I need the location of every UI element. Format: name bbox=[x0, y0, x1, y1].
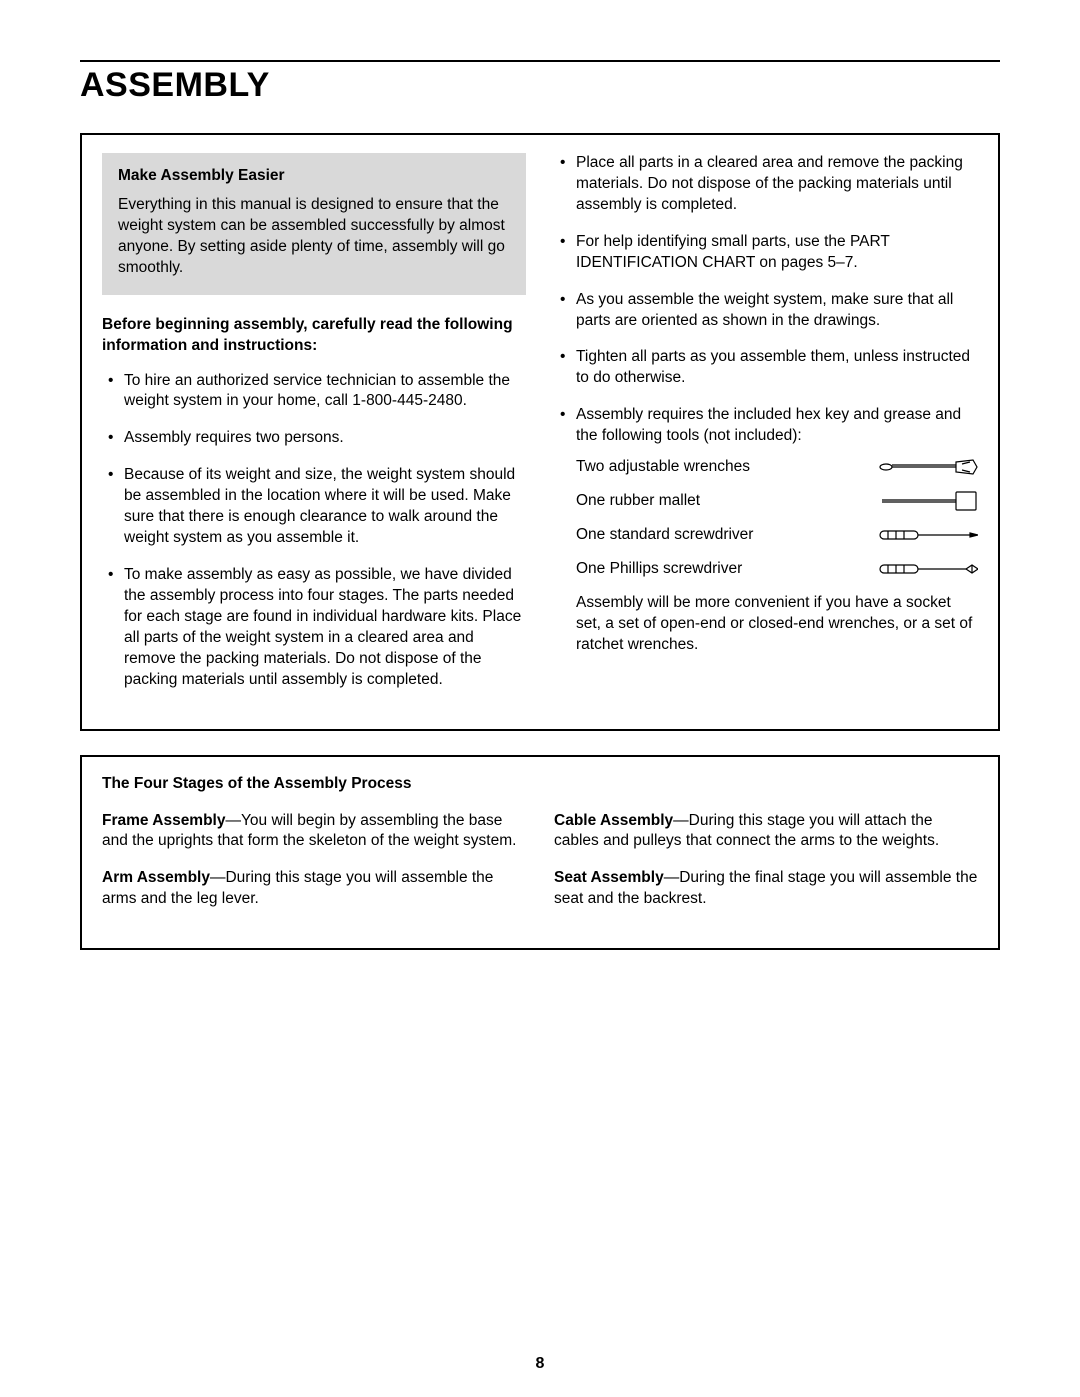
bullet-item: Place all parts in a cleared area and re… bbox=[554, 153, 978, 216]
adjustable-wrench-icon bbox=[868, 457, 978, 477]
tool-row: One standard screwdriver bbox=[576, 525, 978, 545]
make-easier-callout: Make Assembly Easier Everything in this … bbox=[102, 153, 526, 295]
stage-name: Arm Assembly bbox=[102, 869, 210, 886]
stage-name: Frame Assembly bbox=[102, 812, 226, 829]
flat-screwdriver-icon bbox=[868, 525, 978, 545]
stages-right-col: Cable Assembly—During this stage you wil… bbox=[554, 811, 978, 927]
bullet-item: Assembly requires the included hex key a… bbox=[554, 405, 978, 447]
stages-two-col: Frame Assembly—You will begin by assembl… bbox=[102, 811, 978, 927]
tool-row: Two adjustable wrenches bbox=[576, 457, 978, 477]
stages-left-col: Frame Assembly—You will begin by assembl… bbox=[102, 811, 526, 927]
stage-cable: Cable Assembly—During this stage you wil… bbox=[554, 811, 978, 853]
bullet-item: Because of its weight and size, the weig… bbox=[102, 465, 526, 549]
rubber-mallet-icon bbox=[868, 491, 978, 511]
stages-title: The Four Stages of the Assembly Process bbox=[102, 775, 978, 793]
stage-name: Seat Assembly bbox=[554, 869, 664, 886]
tools-list: Two adjustable wrenches bbox=[554, 457, 978, 656]
tool-label: Two adjustable wrenches bbox=[576, 458, 750, 476]
callout-title: Make Assembly Easier bbox=[118, 167, 510, 185]
bullet-item: Tighten all parts as you assemble them, … bbox=[554, 347, 978, 389]
tool-label: One standard screwdriver bbox=[576, 526, 753, 544]
bullet-item: To make assembly as easy as possible, we… bbox=[102, 565, 526, 691]
tool-label: One Phillips screwdriver bbox=[576, 560, 742, 578]
bullet-item: Assembly requires two persons. bbox=[102, 428, 526, 449]
four-stages-box: The Four Stages of the Assembly Process … bbox=[80, 755, 1000, 951]
right-bullet-list: Place all parts in a cleared area and re… bbox=[554, 153, 978, 447]
two-column-layout: Make Assembly Easier Everything in this … bbox=[102, 153, 978, 707]
stage-seat: Seat Assembly—During the final stage you… bbox=[554, 868, 978, 910]
stage-arm: Arm Assembly—During this stage you will … bbox=[102, 868, 526, 910]
callout-body: Everything in this manual is designed to… bbox=[118, 195, 510, 279]
top-rule bbox=[80, 60, 1000, 62]
page-number: 8 bbox=[0, 1355, 1080, 1373]
manual-page: ASSEMBLY Make Assembly Easier Everything… bbox=[0, 0, 1080, 1397]
stage-name: Cable Assembly bbox=[554, 812, 673, 829]
bullet-item: As you assemble the weight system, make … bbox=[554, 290, 978, 332]
phillips-screwdriver-icon bbox=[868, 559, 978, 579]
tools-note: Assembly will be more convenient if you … bbox=[576, 593, 978, 656]
bullet-item: To hire an authorized service technician… bbox=[102, 371, 526, 413]
bullet-item: For help identifying small parts, use th… bbox=[554, 232, 978, 274]
tool-row: One Phillips screwdriver bbox=[576, 559, 978, 579]
page-title: ASSEMBLY bbox=[80, 66, 1000, 105]
tool-label: One rubber mallet bbox=[576, 492, 700, 510]
left-bullet-list: To hire an authorized service technician… bbox=[102, 371, 526, 691]
stage-frame: Frame Assembly—You will begin by assembl… bbox=[102, 811, 526, 853]
assembly-info-box: Make Assembly Easier Everything in this … bbox=[80, 133, 1000, 731]
before-beginning-subhead: Before beginning assembly, carefully rea… bbox=[102, 315, 526, 357]
left-column: Make Assembly Easier Everything in this … bbox=[102, 153, 526, 707]
right-column: Place all parts in a cleared area and re… bbox=[554, 153, 978, 707]
tool-row: One rubber mallet bbox=[576, 491, 978, 511]
